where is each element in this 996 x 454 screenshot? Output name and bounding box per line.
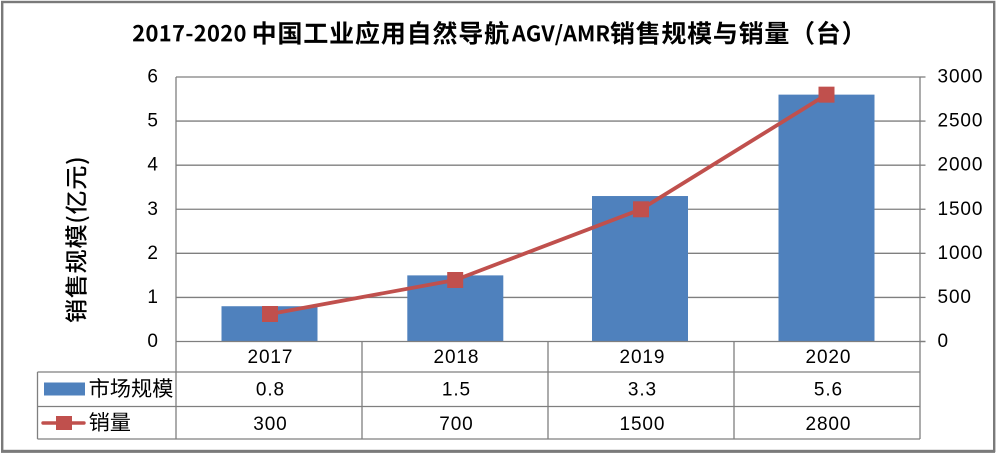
svg-text:2017: 2017 bbox=[248, 347, 294, 368]
svg-text:0.8: 0.8 bbox=[256, 380, 285, 401]
svg-text:2500: 2500 bbox=[938, 111, 984, 132]
svg-text:5.6: 5.6 bbox=[814, 380, 843, 401]
svg-text:2020: 2020 bbox=[806, 347, 852, 368]
svg-text:2: 2 bbox=[147, 243, 158, 264]
svg-text:6: 6 bbox=[147, 67, 158, 88]
svg-text:1: 1 bbox=[147, 287, 158, 308]
svg-text:0: 0 bbox=[147, 331, 158, 352]
svg-text:3.3: 3.3 bbox=[628, 380, 657, 401]
svg-text:700: 700 bbox=[439, 414, 473, 435]
svg-text:0: 0 bbox=[938, 331, 949, 352]
svg-text:2018: 2018 bbox=[434, 347, 480, 368]
svg-text:2000: 2000 bbox=[938, 155, 984, 176]
svg-text:1.5: 1.5 bbox=[442, 380, 471, 401]
svg-text:1000: 1000 bbox=[938, 243, 984, 264]
svg-text:3000: 3000 bbox=[938, 67, 984, 88]
svg-text:2800: 2800 bbox=[806, 414, 852, 435]
svg-text:3: 3 bbox=[147, 199, 158, 220]
svg-text:4: 4 bbox=[147, 155, 158, 176]
svg-text:5: 5 bbox=[147, 111, 158, 132]
svg-text:300: 300 bbox=[253, 414, 287, 435]
svg-text:500: 500 bbox=[938, 287, 972, 308]
svg-text:2019: 2019 bbox=[620, 347, 666, 368]
svg-text:1500: 1500 bbox=[620, 414, 666, 435]
svg-text:1500: 1500 bbox=[938, 199, 984, 220]
